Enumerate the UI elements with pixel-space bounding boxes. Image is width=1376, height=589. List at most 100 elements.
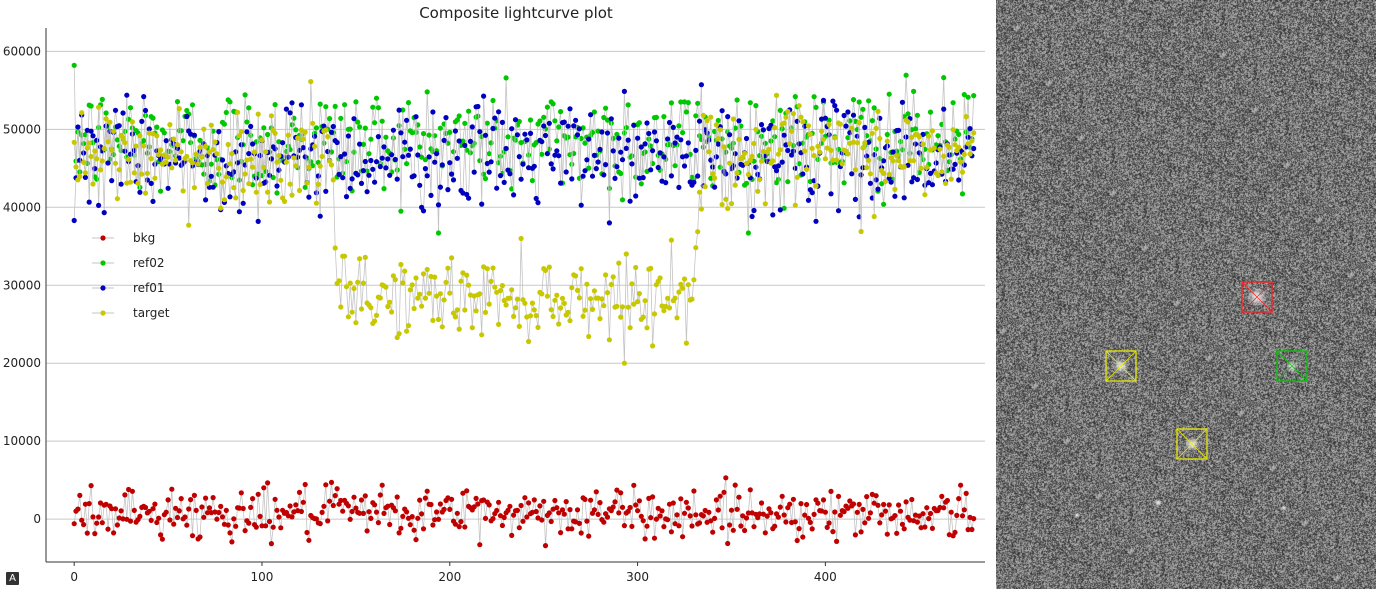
data-point-bkg xyxy=(75,506,81,512)
data-point-target xyxy=(469,325,475,331)
data-point-target xyxy=(704,118,710,124)
data-point-bkg xyxy=(154,519,160,526)
data-point-bkg xyxy=(779,493,785,499)
data-point-ref02 xyxy=(154,124,160,130)
data-point-ref02 xyxy=(550,101,556,107)
data-point-bkg xyxy=(798,501,804,507)
data-point-bkg xyxy=(509,532,515,539)
data-point-bkg xyxy=(723,475,729,481)
data-point-target xyxy=(92,148,98,154)
data-point-bkg xyxy=(257,513,263,520)
data-point-bkg xyxy=(633,502,639,508)
data-point-ref01 xyxy=(372,179,378,185)
data-point-target xyxy=(911,158,917,164)
data-point-bkg xyxy=(693,512,699,518)
data-point-ref01 xyxy=(272,146,278,152)
aperture-bkg[interactable] xyxy=(1176,428,1208,460)
data-point-target xyxy=(732,182,738,188)
data-point-bkg xyxy=(696,520,703,526)
data-point-bkg xyxy=(867,510,874,516)
data-point-target xyxy=(295,135,301,141)
legend-item-bkg: bkg xyxy=(92,231,155,245)
data-point-bkg xyxy=(330,502,336,509)
data-point-ref01 xyxy=(685,140,691,146)
data-point-bkg xyxy=(118,508,124,514)
data-point-target xyxy=(873,125,879,131)
data-point-target xyxy=(529,300,536,306)
data-point-bkg xyxy=(510,512,517,518)
data-point-ref01 xyxy=(266,172,273,178)
data-point-bkg xyxy=(651,535,658,541)
data-point-ref01 xyxy=(899,99,906,105)
data-point-bkg xyxy=(811,511,817,517)
data-point-target xyxy=(283,159,289,165)
data-point-ref01 xyxy=(236,209,242,215)
data-point-ref01 xyxy=(383,165,389,171)
data-point-bkg xyxy=(800,534,806,540)
data-point-ref01 xyxy=(475,103,481,110)
data-point-target xyxy=(189,160,196,166)
data-point-bkg xyxy=(214,516,220,522)
x-tick-label: 200 xyxy=(438,570,461,584)
data-point-bkg xyxy=(892,513,898,519)
data-point-target xyxy=(372,318,378,324)
data-point-bkg xyxy=(396,530,402,536)
data-point-bkg xyxy=(263,523,269,529)
data-point-ref01 xyxy=(148,180,154,186)
data-point-ref01 xyxy=(105,160,111,166)
data-point-bkg xyxy=(956,496,962,502)
data-point-ref01 xyxy=(672,140,678,146)
data-point-ref01 xyxy=(280,140,286,146)
data-point-target xyxy=(178,149,184,155)
data-point-ref01 xyxy=(415,152,421,158)
aperture-ref02[interactable] xyxy=(1105,350,1137,382)
data-point-bkg xyxy=(640,518,646,524)
data-point-bkg xyxy=(834,538,840,545)
data-point-ref01 xyxy=(445,187,451,193)
data-point-target xyxy=(492,284,498,290)
data-point-ref02 xyxy=(881,201,887,207)
data-point-target xyxy=(907,158,913,164)
data-point-target xyxy=(201,126,207,132)
data-point-target xyxy=(743,160,750,167)
legend-label: bkg xyxy=(133,231,155,245)
data-point-target xyxy=(719,201,725,208)
data-point-bkg xyxy=(901,526,907,532)
data-point-ref01 xyxy=(139,118,145,124)
data-point-ref01 xyxy=(116,123,122,129)
data-point-target xyxy=(447,290,453,296)
aperture-ref01[interactable] xyxy=(1276,350,1308,382)
data-point-ref01 xyxy=(323,188,329,194)
data-point-ref02 xyxy=(941,75,947,81)
data-point-ref01 xyxy=(449,171,455,177)
data-point-target xyxy=(920,141,926,147)
data-point-ref01 xyxy=(571,123,577,129)
x-tick-label: 0 xyxy=(70,570,78,584)
data-point-bkg xyxy=(148,517,154,524)
data-point-bkg xyxy=(591,507,598,513)
data-point-bkg xyxy=(708,518,714,524)
data-point-ref02 xyxy=(81,141,87,147)
data-point-ref01 xyxy=(244,129,250,135)
data-point-ref02 xyxy=(526,152,532,158)
data-point-ref02 xyxy=(708,175,714,181)
data-point-ref01 xyxy=(753,164,759,170)
data-point-target xyxy=(689,296,695,302)
data-point-ref02 xyxy=(668,100,675,106)
aperture-target[interactable] xyxy=(1241,281,1273,313)
data-point-target xyxy=(783,114,789,120)
y-tick-label: 60000 xyxy=(3,44,41,58)
data-point-bkg xyxy=(959,513,966,519)
data-point-ref01 xyxy=(287,110,293,116)
data-point-bkg xyxy=(879,512,885,518)
data-point-ref02 xyxy=(950,100,956,106)
data-point-target xyxy=(129,119,135,125)
data-point-ref01 xyxy=(941,106,947,112)
data-point-target xyxy=(512,305,519,311)
data-point-bkg xyxy=(937,504,943,511)
data-point-ref01 xyxy=(896,127,902,133)
data-point-ref01 xyxy=(355,172,361,178)
data-point-ref01 xyxy=(809,190,815,196)
auto-range-button[interactable]: A xyxy=(6,572,19,585)
data-point-bkg xyxy=(807,519,813,526)
